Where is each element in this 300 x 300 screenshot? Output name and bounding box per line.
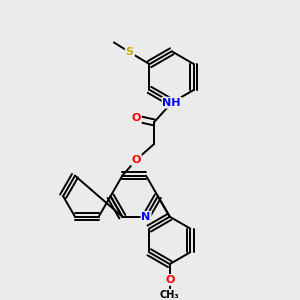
Text: N: N	[141, 212, 151, 222]
Text: CH₃: CH₃	[160, 290, 180, 300]
Text: O: O	[131, 155, 141, 165]
Text: O: O	[165, 275, 174, 285]
Text: S: S	[126, 47, 134, 57]
Text: NH: NH	[163, 98, 181, 108]
Text: O: O	[131, 113, 141, 123]
Text: S: S	[126, 47, 134, 57]
